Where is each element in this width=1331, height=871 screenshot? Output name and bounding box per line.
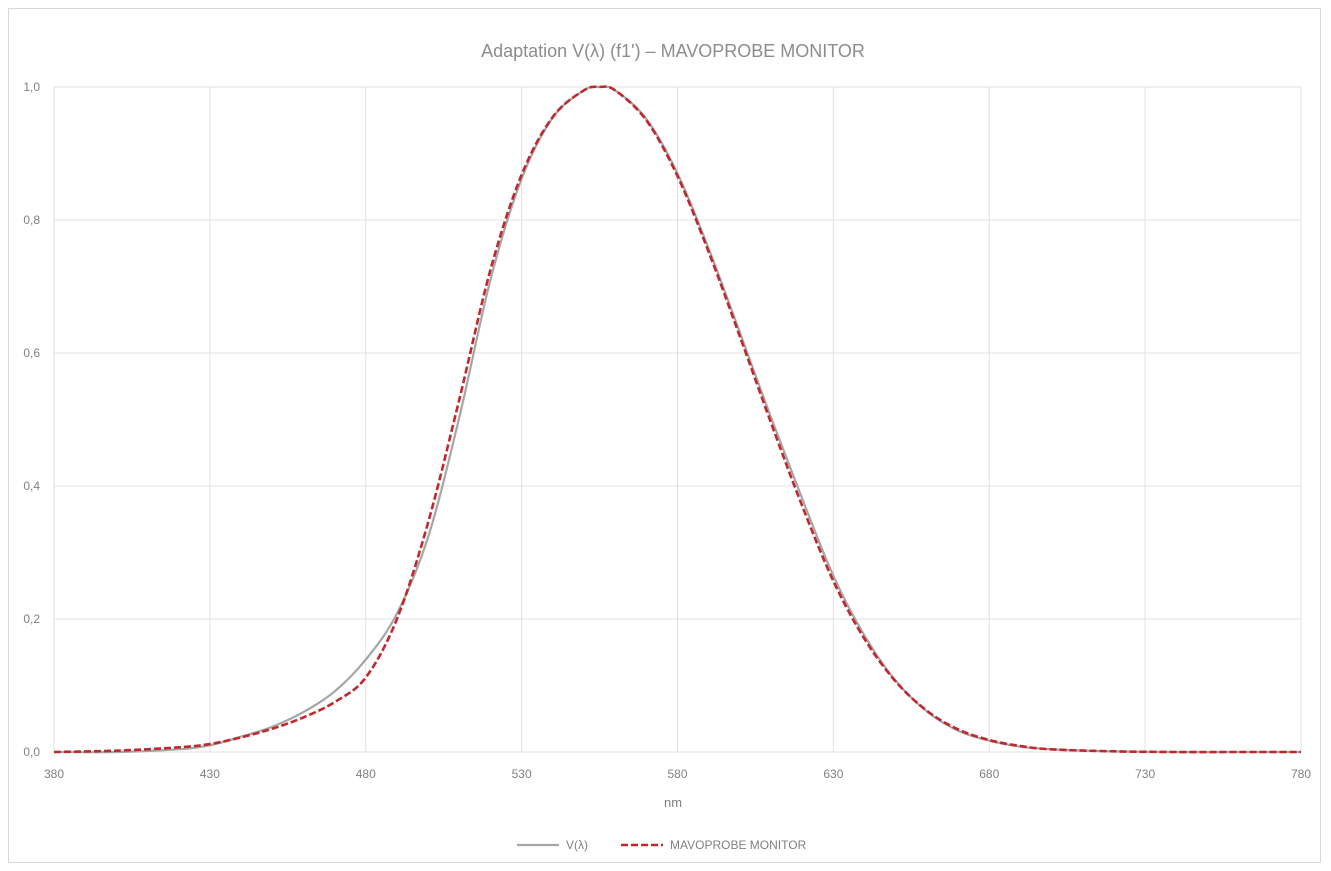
series-line-mavoprobe-monitor xyxy=(53,85,1301,754)
legend-label: MAVOPROBE MONITOR xyxy=(670,838,807,852)
y-tick-label: 1,0 xyxy=(23,80,40,94)
y-axis-ticks: 0,0 0,2 0,4 0,6 0,8 1,0 xyxy=(23,80,40,759)
legend-label: V(λ) xyxy=(566,838,588,852)
x-tick-label: 730 xyxy=(1135,767,1155,781)
x-axis-label: nm xyxy=(664,795,682,810)
x-tick-label: 430 xyxy=(200,767,220,781)
x-tick-label: 530 xyxy=(512,767,532,781)
y-tick-label: 0,6 xyxy=(23,346,40,360)
y-tick-label: 0,0 xyxy=(23,745,40,759)
x-axis-ticks: 380 430 480 530 580 630 680 730 780 xyxy=(44,767,1311,781)
x-tick-label: 580 xyxy=(667,767,687,781)
series-lines xyxy=(53,85,1301,754)
legend: V(λ) MAVOPROBE MONITOR xyxy=(517,838,807,852)
x-tick-label: 380 xyxy=(44,767,64,781)
y-tick-label: 0,2 xyxy=(23,612,40,626)
x-tick-label: 480 xyxy=(356,767,376,781)
x-tick-label: 780 xyxy=(1291,767,1311,781)
y-tick-label: 0,4 xyxy=(23,479,40,493)
chart-title: Adaptation V(λ) (f1') – MAVOPROBE MONITO… xyxy=(481,41,865,61)
y-tick-label: 0,8 xyxy=(23,213,40,227)
chart-frame: Adaptation V(λ) (f1') – MAVOPROBE MONITO… xyxy=(8,8,1321,863)
chart-svg: Adaptation V(λ) (f1') – MAVOPROBE MONITO… xyxy=(23,41,1311,852)
grid xyxy=(53,86,1302,753)
x-tick-label: 630 xyxy=(823,767,843,781)
x-tick-label: 680 xyxy=(979,767,999,781)
